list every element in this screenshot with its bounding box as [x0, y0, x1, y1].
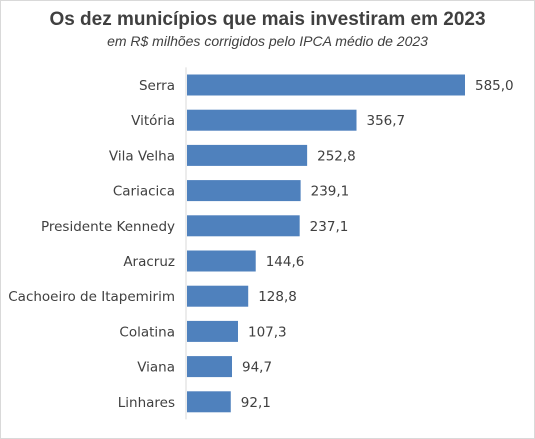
chart-subtitle: em R$ milhões corrigidos pelo IPCA médio…	[107, 33, 428, 49]
data-label: 585,0	[475, 78, 514, 94]
category-label: Colatina	[119, 324, 175, 340]
data-label: 144,6	[266, 254, 305, 270]
chart-title: Os dez municípios que mais investiram em…	[49, 9, 486, 30]
category-label: Vitória	[131, 113, 175, 129]
bar	[187, 109, 357, 131]
bar	[187, 215, 300, 237]
bar	[187, 74, 465, 96]
category-label: Vila Velha	[109, 148, 175, 164]
bar	[187, 391, 231, 413]
data-label: 356,7	[367, 113, 406, 129]
bar	[187, 356, 233, 378]
bar	[187, 180, 301, 202]
data-label: 107,3	[248, 324, 287, 340]
data-label: 94,7	[242, 360, 272, 376]
bar	[187, 144, 308, 166]
data-label: 128,8	[258, 289, 297, 305]
category-label: Linhares	[118, 395, 175, 411]
category-label: Aracruz	[123, 254, 175, 270]
category-label: Cariacica	[113, 184, 175, 200]
data-label: 92,1	[241, 395, 271, 411]
data-label: 252,8	[317, 148, 356, 164]
data-label: 237,1	[310, 219, 349, 235]
category-label: Viana	[137, 360, 175, 376]
category-label: Serra	[139, 78, 175, 94]
category-label: Cachoeiro de Itapemirim	[8, 289, 175, 305]
data-label: 239,1	[311, 184, 350, 200]
bar	[187, 285, 249, 307]
category-label: Presidente Kennedy	[41, 219, 175, 235]
bar	[187, 320, 238, 342]
bar	[187, 250, 256, 272]
